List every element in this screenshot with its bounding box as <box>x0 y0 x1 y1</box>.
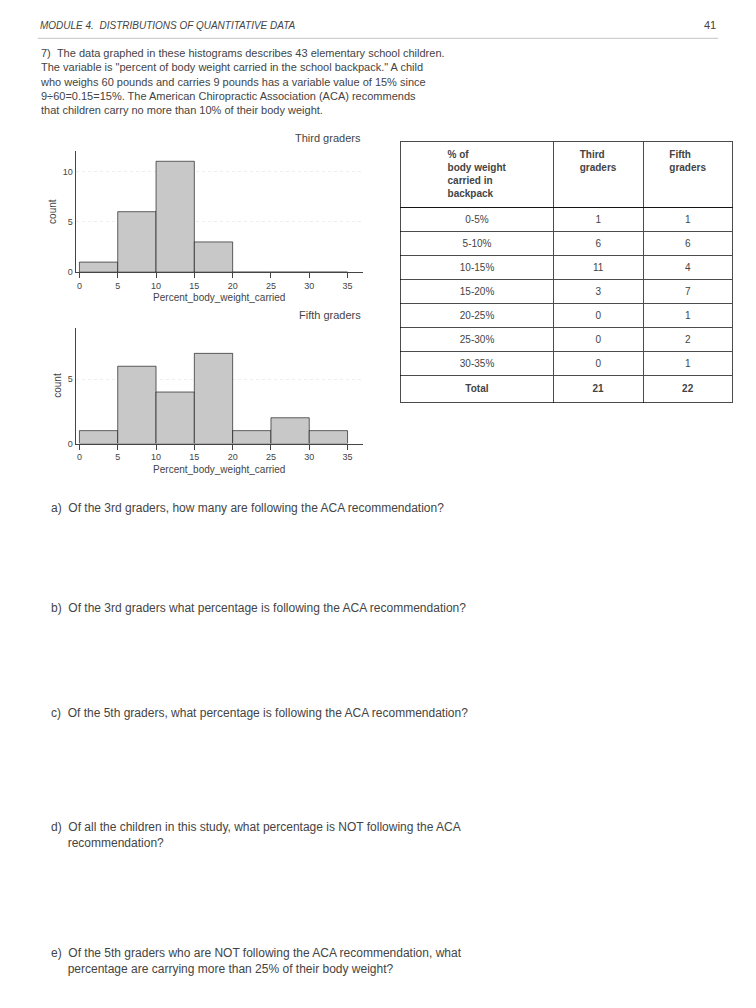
svg-text:% ofbody weightcarried inbackp: % ofbody weightcarried inbackpack <box>448 149 507 199</box>
svg-text:15-20%: 15-20% <box>460 286 495 297</box>
svg-text:d) Of all the children in thi: d) Of all the children in this study, wh… <box>51 820 461 850</box>
svg-text:1: 1 <box>685 358 691 369</box>
svg-text:3: 3 <box>595 286 601 297</box>
svg-text:20-25%: 20-25% <box>460 310 495 321</box>
svg-text:22: 22 <box>682 383 694 394</box>
svg-text:e) Of the 5th graders who are: e) Of the 5th graders who are NOT follow… <box>51 946 462 976</box>
svg-text:15: 15 <box>189 452 199 462</box>
svg-text:7) The data graphed in these: 7) The data graphed in these histograms … <box>40 47 445 116</box>
svg-text:c) Of the 5th graders, what p: c) Of the 5th graders, what percentage i… <box>51 706 468 720</box>
svg-text:Fifth graders: Fifth graders <box>299 309 361 321</box>
svg-text:15: 15 <box>189 281 199 291</box>
svg-text:5: 5 <box>68 374 73 384</box>
svg-text:Percent_body_weight_carried: Percent_body_weight_carried <box>153 464 285 475</box>
svg-text:6: 6 <box>685 238 691 249</box>
svg-text:count: count <box>47 199 58 224</box>
svg-text:0: 0 <box>68 267 73 277</box>
svg-text:5: 5 <box>115 452 120 462</box>
svg-text:10: 10 <box>151 452 161 462</box>
svg-text:35: 35 <box>343 452 353 462</box>
svg-text:30: 30 <box>304 452 314 462</box>
svg-text:b) Of the 3rd graders what pe: b) Of the 3rd graders what percentage is… <box>51 601 466 615</box>
svg-text:0: 0 <box>68 439 73 449</box>
svg-text:Percent_body_weight_carried: Percent_body_weight_carried <box>153 292 285 303</box>
svg-text:20: 20 <box>228 281 238 291</box>
svg-text:0-5%: 0-5% <box>465 214 488 225</box>
svg-text:30: 30 <box>304 281 314 291</box>
svg-text:5: 5 <box>115 281 120 291</box>
svg-text:6: 6 <box>595 238 601 249</box>
svg-text:41: 41 <box>704 19 716 31</box>
svg-text:1: 1 <box>595 214 601 225</box>
svg-text:25: 25 <box>266 452 276 462</box>
svg-text:5: 5 <box>68 217 73 227</box>
svg-text:10: 10 <box>63 167 73 177</box>
svg-text:0: 0 <box>595 358 601 369</box>
svg-text:2: 2 <box>685 334 691 345</box>
svg-text:Total: Total <box>465 383 488 394</box>
svg-text:10-15%: 10-15% <box>460 262 495 273</box>
svg-text:count: count <box>52 373 63 398</box>
svg-text:0: 0 <box>595 334 601 345</box>
svg-text:20: 20 <box>228 452 238 462</box>
svg-text:10: 10 <box>151 281 161 291</box>
svg-text:0: 0 <box>77 452 82 462</box>
svg-text:35: 35 <box>343 281 353 291</box>
svg-text:4: 4 <box>685 262 691 273</box>
svg-text:1: 1 <box>685 214 691 225</box>
svg-text:Thirdgraders: Thirdgraders <box>580 149 617 173</box>
svg-text:1: 1 <box>685 310 691 321</box>
svg-text:21: 21 <box>592 383 604 394</box>
svg-text:MODULE 4. DISTRIBUTIONS OF QU: MODULE 4. DISTRIBUTIONS OF QUANTITATIVE … <box>40 20 296 31</box>
svg-text:11: 11 <box>593 262 604 273</box>
svg-text:7: 7 <box>685 286 691 297</box>
svg-text:30-35%: 30-35% <box>460 358 495 369</box>
svg-text:Fifthgraders: Fifthgraders <box>669 149 706 173</box>
svg-text:5-10%: 5-10% <box>463 238 492 249</box>
svg-text:0: 0 <box>77 281 82 291</box>
svg-text:25: 25 <box>266 281 276 291</box>
svg-text:0: 0 <box>595 310 601 321</box>
svg-text:a) Of the 3rd graders, how ma: a) Of the 3rd graders, how many are foll… <box>51 501 444 515</box>
svg-text:25-30%: 25-30% <box>460 334 495 345</box>
svg-text:Third graders: Third graders <box>295 132 361 144</box>
